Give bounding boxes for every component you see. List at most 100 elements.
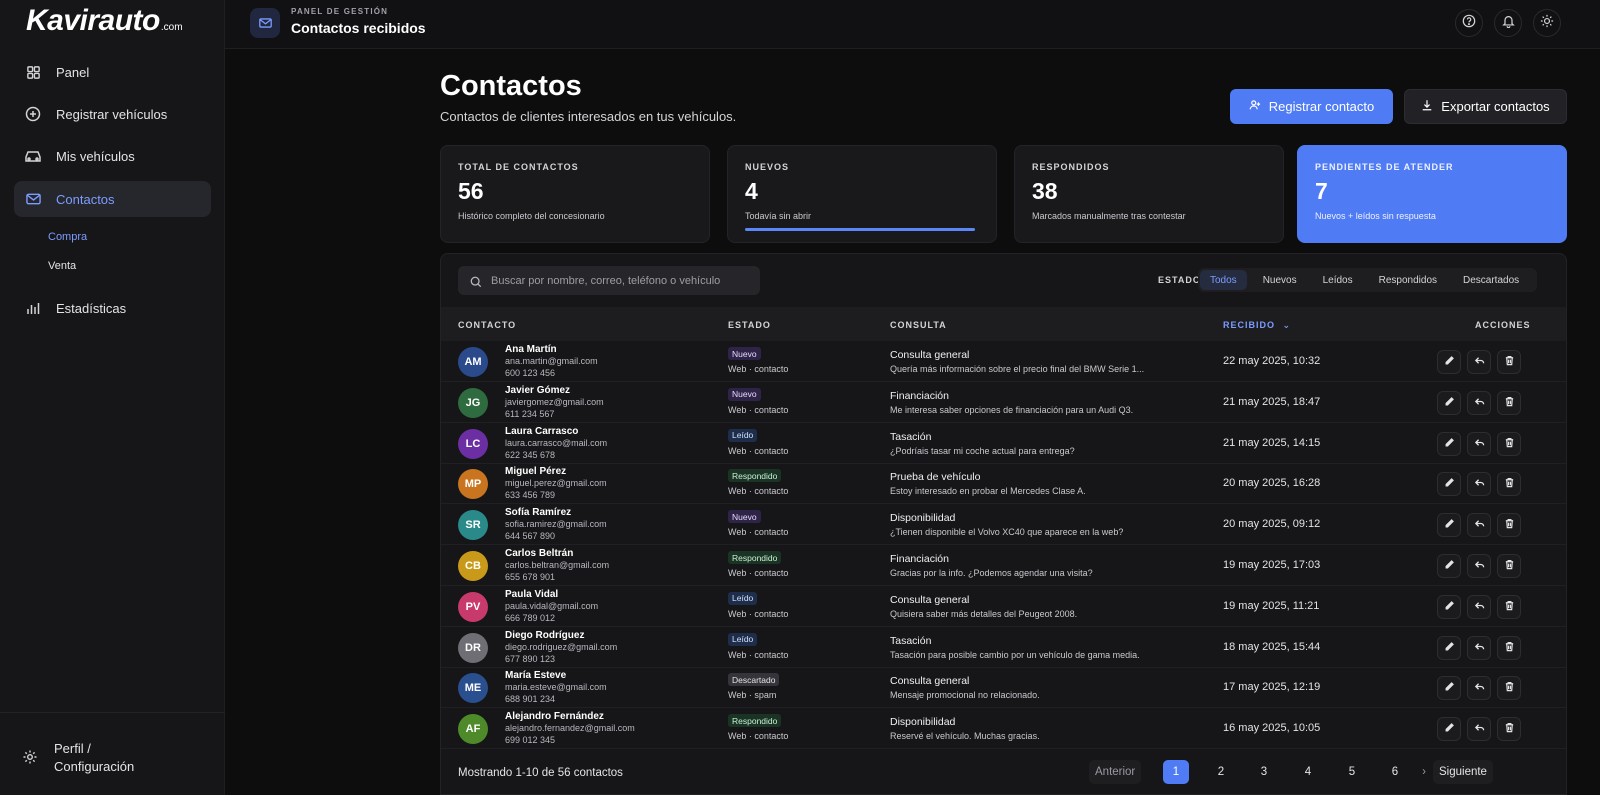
reply-button[interactable] <box>1467 513 1491 538</box>
pencil-icon <box>1444 516 1455 534</box>
sidebar-item-panel[interactable]: Panel <box>14 54 211 90</box>
sidebar-subitem-compra[interactable]: Compra <box>48 231 88 243</box>
delete-button[interactable] <box>1497 635 1521 660</box>
help-button[interactable] <box>1455 9 1483 37</box>
filter-descartados[interactable]: Descartados <box>1463 274 1520 286</box>
contact-channel: Web · contacto <box>728 486 789 497</box>
contact-email: sofia.ramirez@gmail.com <box>505 519 607 530</box>
sidebar-item-registrar-vehiculos[interactable]: Registrar vehículos <box>14 96 211 132</box>
pagination-page-3[interactable]: 3 <box>1260 766 1268 778</box>
sidebar-item-mis-vehiculos[interactable]: Mis vehículos <box>14 138 211 174</box>
reply-button[interactable] <box>1467 635 1491 660</box>
edit-button[interactable] <box>1437 350 1461 374</box>
table-row[interactable]: LC Laura Carrasco laura.carrasco@mail.com 6… <box>441 423 1566 464</box>
bell-icon <box>1501 14 1515 33</box>
sidebar-subitem-venta[interactable]: Venta <box>48 260 77 272</box>
brand-logo[interactable]: Kavirauto .com <box>26 4 183 38</box>
contact-phone: 611 234 567 <box>505 408 555 419</box>
contact-channel: Web · contacto <box>728 608 789 619</box>
pagination-page-4[interactable]: 4 <box>1304 766 1312 778</box>
delete-button[interactable] <box>1497 676 1521 701</box>
register-contact-button[interactable]: Registrar contacto <box>1230 89 1393 124</box>
filter-leidos[interactable]: Leídos <box>1322 274 1353 286</box>
contact-phone: 633 456 789 <box>505 490 556 501</box>
edit-button[interactable] <box>1437 676 1461 701</box>
search-icon <box>470 275 482 287</box>
pagination-page-5[interactable]: 5 <box>1348 766 1356 778</box>
delete-button[interactable] <box>1497 431 1521 456</box>
pagination-page-1[interactable]: 1 <box>1163 760 1189 784</box>
notifications-button[interactable] <box>1494 9 1522 37</box>
delete-button[interactable] <box>1497 513 1521 538</box>
table-row[interactable]: PV Paula Vidal paula.vidal@gmail.com 666 78… <box>441 586 1566 627</box>
sidebar-item-estadisticas[interactable]: Estadísticas <box>14 290 211 326</box>
table-row[interactable]: ME María Esteve maria.esteve@gmail.com 688 … <box>441 667 1566 709</box>
theme-toggle-button[interactable] <box>1533 9 1561 37</box>
filter-nuevos[interactable]: Nuevos <box>1262 274 1297 286</box>
reply-button[interactable] <box>1467 554 1491 578</box>
table-row[interactable]: JG Javier Gómez javiergomez@gmail.com 611 2… <box>441 382 1566 423</box>
reply-icon <box>1474 516 1485 534</box>
reply-icon <box>1474 598 1485 616</box>
mail-icon <box>24 190 42 208</box>
status-badge: Leído <box>728 591 758 605</box>
reply-icon <box>1474 557 1485 575</box>
trash-icon <box>1504 516 1515 534</box>
edit-button[interactable] <box>1437 431 1461 456</box>
column-header-recibido[interactable]: RECIBIDO ⌄ <box>1223 320 1291 331</box>
delete-button[interactable] <box>1497 472 1521 497</box>
sidebar-item-contactos[interactable]: Contactos <box>14 181 211 217</box>
pagination-page-2[interactable]: 2 <box>1217 766 1225 778</box>
inquiry-title: Consulta general <box>890 349 970 361</box>
table-row[interactable]: AM Ana Martín ana.martin@gmail.com 600 123 … <box>441 341 1566 382</box>
table-row[interactable]: DR Diego Rodríguez diego.rodriguez@gmail.c… <box>441 627 1566 668</box>
stat-description: Todavía sin abrir <box>745 211 812 221</box>
edit-button[interactable] <box>1437 472 1461 497</box>
reply-button[interactable] <box>1467 390 1491 415</box>
reply-button[interactable] <box>1467 717 1491 742</box>
delete-button[interactable] <box>1497 594 1521 619</box>
pagination-next-button[interactable]: Siguiente <box>1433 760 1493 784</box>
export-contacts-button[interactable]: Exportar contactos <box>1404 89 1567 124</box>
filter-respondidos[interactable]: Respondidos <box>1378 274 1437 286</box>
edit-button[interactable] <box>1437 390 1461 415</box>
sidebar-item-label: Registrar vehículos <box>56 106 168 122</box>
table-row[interactable]: AF Alejandro Fernández alejandro.fernandez… <box>441 708 1566 750</box>
stat-card-pendientes[interactable]: PENDIENTES DE ATENDER 7 Nuevos + leídos … <box>1297 145 1567 243</box>
inquiry-title: Disponibilidad <box>890 512 956 525</box>
pencil-icon <box>1444 394 1455 412</box>
filter-todos[interactable]: Todos <box>1200 270 1247 290</box>
reply-button[interactable] <box>1467 676 1491 701</box>
delete-button[interactable] <box>1497 717 1521 742</box>
edit-button[interactable] <box>1437 594 1461 619</box>
edit-button[interactable] <box>1437 554 1461 578</box>
trash-icon <box>1504 720 1515 738</box>
reply-button[interactable] <box>1467 431 1491 456</box>
pagination-page-6[interactable]: 6 <box>1391 766 1399 778</box>
sidebar-item-label: Contactos <box>56 191 115 207</box>
sidebar-item-profile[interactable]: Perfil / Configuración <box>14 736 211 780</box>
reply-button[interactable] <box>1467 472 1491 497</box>
table-row[interactable]: MP Miguel Pérez miguel.perez@gmail.com 633 … <box>441 463 1566 505</box>
search-box[interactable] <box>458 266 760 295</box>
stat-value: 4 <box>745 178 758 204</box>
contact-channel: Web · spam <box>728 690 777 701</box>
delete-button[interactable] <box>1497 554 1521 578</box>
avatar: AM <box>458 347 488 377</box>
contact-phone: 644 567 890 <box>505 531 556 542</box>
edit-button[interactable] <box>1437 635 1461 660</box>
delete-button[interactable] <box>1497 390 1521 415</box>
sidebar: Kavirauto .com Panel Registrar vehículos… <box>0 0 225 795</box>
table-row[interactable]: SR Sofía Ramírez sofia.ramirez@gmail.com 64… <box>441 504 1566 546</box>
stat-description: Histórico completo del concesionario <box>458 211 605 221</box>
trash-icon <box>1504 353 1515 371</box>
search-input[interactable] <box>491 274 751 287</box>
edit-button[interactable] <box>1437 513 1461 538</box>
inquiry-text: ¿Tienen disponible el Volvo XC40 que apa… <box>890 527 1124 538</box>
reply-button[interactable] <box>1467 594 1491 619</box>
reply-button[interactable] <box>1467 350 1491 374</box>
edit-button[interactable] <box>1437 717 1461 742</box>
pagination-prev-button[interactable]: Anterior <box>1089 760 1142 784</box>
delete-button[interactable] <box>1497 350 1521 374</box>
table-row[interactable]: CB Carlos Beltrán carlos.beltran@gmail.com… <box>441 545 1566 586</box>
